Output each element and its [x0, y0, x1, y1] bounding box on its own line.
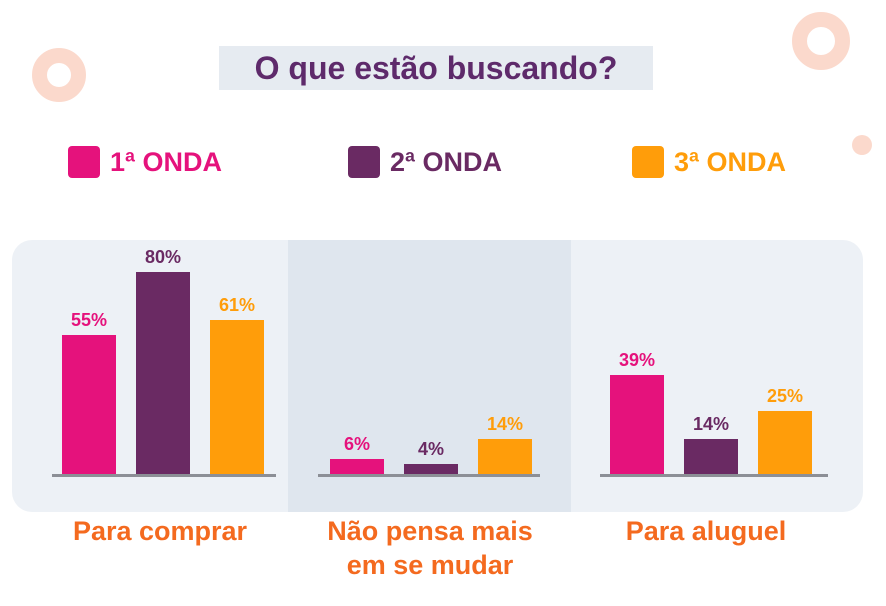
category-label-nao-pensa-mudar: Não pensa mais em se mudar: [295, 514, 565, 582]
decorative-ring-right: [792, 12, 850, 70]
legend-swatch-wave-2: [348, 146, 380, 178]
data-label-para-comprar-wave-1: 55%: [70, 309, 108, 330]
bar-nao-pensa-mudar-wave-1: [330, 458, 384, 474]
bar-para-aluguel-wave-1: [610, 375, 664, 474]
data-label-para-aluguel-wave-1: 39%: [618, 350, 656, 371]
data-label-para-aluguel-wave-3: 25%: [766, 385, 804, 406]
bar-nao-pensa-mudar-wave-3: [478, 438, 532, 474]
bar-para-comprar-wave-1: [62, 334, 116, 474]
data-label-para-comprar-wave-3: 61%: [218, 294, 256, 315]
bar-para-comprar-wave-3: [210, 319, 264, 474]
decorative-dot: [852, 135, 872, 155]
category-label-para-aluguel: Para aluguel: [576, 514, 836, 548]
data-label-nao-pensa-mudar-wave-1: 6%: [343, 433, 370, 454]
legend-item-wave-3: 3ª ONDA: [632, 144, 786, 180]
baseline-nao-pensa-mudar: [318, 474, 540, 477]
category-label-line: Para comprar: [72, 516, 248, 546]
bar-nao-pensa-mudar-wave-2: [404, 463, 458, 474]
legend-label-wave-1: 1ª ONDA: [110, 146, 223, 177]
legend-item-wave-2: 2ª ONDA: [348, 144, 502, 180]
category-label-line: Para aluguel: [625, 516, 787, 546]
baseline-para-comprar: [52, 474, 276, 477]
category-label-para-comprar: Para comprar: [30, 514, 290, 548]
category-label-line: em se mudar: [346, 550, 514, 580]
data-label-nao-pensa-mudar-wave-2: 4%: [417, 438, 444, 459]
legend-swatch-wave-3: [632, 146, 664, 178]
data-label-para-comprar-wave-2: 80%: [144, 246, 182, 267]
category-label-line: Não pensa mais: [327, 516, 533, 546]
legend-swatch-wave-1: [68, 146, 100, 178]
decorative-ring-left: [32, 48, 86, 102]
legend-item-wave-1: 1ª ONDA: [68, 144, 222, 180]
data-label-nao-pensa-mudar-wave-3: 14%: [486, 413, 524, 434]
data-label-para-aluguel-wave-2: 14%: [692, 413, 730, 434]
legend-label-wave-3: 3ª ONDA: [674, 146, 787, 177]
legend-label-wave-2: 2ª ONDA: [390, 146, 503, 177]
chart-title: O que estão buscando?: [219, 46, 653, 90]
bar-para-aluguel-wave-2: [684, 438, 738, 474]
bar-para-comprar-wave-2: [136, 271, 190, 474]
bar-para-aluguel-wave-3: [758, 410, 812, 474]
baseline-para-aluguel: [600, 474, 828, 477]
